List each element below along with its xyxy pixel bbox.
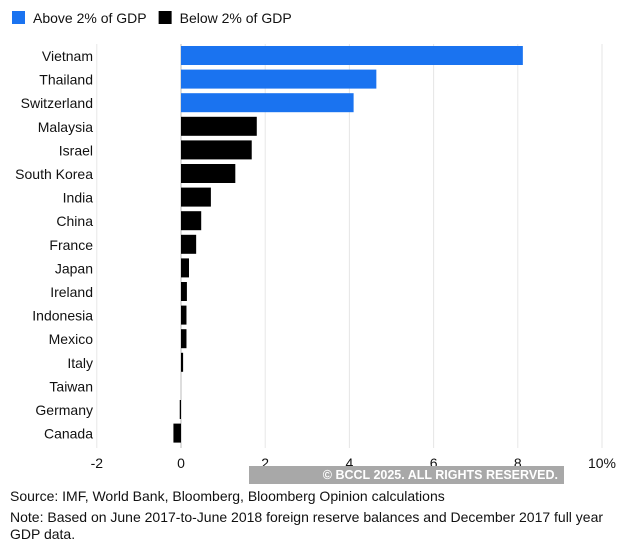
x-tick-label: 8 <box>514 455 522 471</box>
category-label: China <box>56 213 93 229</box>
category-label: India <box>63 190 94 206</box>
category-label: South Korea <box>15 166 93 182</box>
x-tick-label: 2 <box>261 455 269 471</box>
category-label: Italy <box>67 355 93 371</box>
category-label: Canada <box>44 426 93 442</box>
x-tick-label: 0 <box>177 455 185 471</box>
x-tick-label: 6 <box>430 455 438 471</box>
category-label: Thailand <box>39 72 93 88</box>
bar <box>179 400 181 419</box>
category-label: Taiwan <box>49 378 93 394</box>
category-label: Israel <box>59 142 93 158</box>
watermark: © BCCL 2025. ALL RIGHTS RESERVED. <box>249 466 564 484</box>
legend-swatch <box>158 11 172 24</box>
x-tick-label: 10% <box>588 455 616 471</box>
bar <box>181 352 184 372</box>
bar <box>181 164 236 183</box>
bar <box>181 211 202 231</box>
bar <box>181 234 197 254</box>
bar <box>181 187 211 207</box>
category-label: Switzerland <box>21 95 93 111</box>
category-label: Mexico <box>49 331 94 347</box>
bar <box>181 140 252 160</box>
bar <box>181 46 523 65</box>
category-label: Japan <box>55 260 93 276</box>
bar <box>173 423 181 443</box>
bar <box>181 258 189 278</box>
legend-label: Below 2% of GDP <box>180 10 292 26</box>
x-tick-label: 4 <box>346 455 354 471</box>
bar <box>181 305 187 325</box>
bar <box>181 282 187 301</box>
category-label: Indonesia <box>32 308 93 324</box>
category-label: Vietnam <box>42 48 93 64</box>
category-label: Ireland <box>50 284 93 300</box>
bar <box>181 69 377 89</box>
footnote: Note: Based on June 2017-to-June 2018 fo… <box>10 509 604 542</box>
source-note: Source: IMF, World Bank, Bloomberg, Bloo… <box>10 488 445 504</box>
bar <box>181 93 354 113</box>
category-label: France <box>49 237 93 253</box>
category-label: Germany <box>35 402 93 418</box>
legend-swatch <box>12 11 25 24</box>
x-tick-label: -2 <box>91 455 104 471</box>
category-label: Malaysia <box>38 119 93 135</box>
bar <box>181 329 187 349</box>
legend-label: Above 2% of GDP <box>33 10 147 26</box>
bar <box>181 116 257 136</box>
